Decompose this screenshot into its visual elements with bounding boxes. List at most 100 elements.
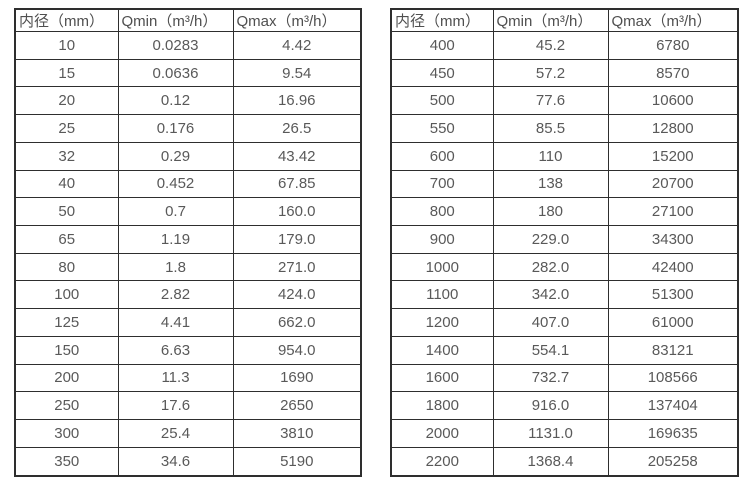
table-row: 250 17.6 2650 (14, 391, 362, 421)
table-cell: 350 (14, 446, 119, 477)
table-cell: 61000 (607, 308, 739, 337)
table-cell: 27100 (607, 197, 739, 227)
table-row: 40 0.452 67.85 (14, 169, 362, 199)
table-cell: 700 (390, 169, 494, 199)
table-cell: 67.85 (232, 169, 362, 199)
header-row: 内径（mm） Qmin（m³/h） Qmax（m³/h） (14, 8, 362, 32)
column-header: Qmax（m³/h） (232, 8, 362, 32)
table-cell: 550 (390, 114, 494, 143)
table-row: 400 45.2 6780 (390, 31, 739, 60)
table-row: 1200 407.0 61000 (390, 308, 739, 337)
table-cell: 125 (14, 308, 119, 337)
table-row: 500 77.6 10600 (390, 86, 739, 116)
table-row: 900 229.0 34300 (390, 225, 739, 254)
table-cell: 138 (492, 169, 609, 199)
table-cell: 25.4 (117, 419, 234, 448)
table-cell: 169635 (607, 419, 739, 448)
table-cell: 1200 (390, 308, 494, 337)
table-cell: 954.0 (232, 335, 362, 365)
table-cell: 916.0 (492, 391, 609, 421)
table-cell: 83121 (607, 335, 739, 365)
table-row: 700 138 20700 (390, 169, 739, 199)
table-cell: 6780 (607, 31, 739, 60)
table-cell: 57.2 (492, 58, 609, 88)
table-cell: 3810 (232, 419, 362, 448)
table-cell: 51300 (607, 280, 739, 310)
table-cell: 25 (14, 114, 119, 143)
table-cell: 8570 (607, 58, 739, 88)
table-cell: 6.63 (117, 335, 234, 365)
table-row: 300 25.4 3810 (14, 419, 362, 448)
table-row: 1000 282.0 42400 (390, 252, 739, 282)
flow-rate-table-large-diameters: 内径（mm） Qmin（m³/h） Qmax（m³/h） 400 45.2 6780 450… (390, 8, 739, 477)
table-row: 2200 1368.4 205258 (390, 446, 739, 477)
column-header: Qmin（m³/h） (117, 8, 234, 32)
table-row: 65 1.19 179.0 (14, 225, 362, 254)
table-cell: 10 (14, 31, 119, 60)
table-cell: 205258 (607, 446, 739, 477)
table-row: 1400 554.1 83121 (390, 335, 739, 365)
table-cell: 342.0 (492, 280, 609, 310)
table-cell: 732.7 (492, 363, 609, 393)
table-cell: 0.452 (117, 169, 234, 199)
table-row: 10 0.0283 4.42 (14, 31, 362, 60)
table-cell: 1800 (390, 391, 494, 421)
table-cell: 450 (390, 58, 494, 88)
table-cell: 1.19 (117, 225, 234, 254)
table-cell: 0.0283 (117, 31, 234, 60)
table-cell: 1.8 (117, 252, 234, 282)
table-row: 25 0.176 26.5 (14, 114, 362, 143)
table-cell: 40 (14, 169, 119, 199)
table-cell: 900 (390, 225, 494, 254)
table-cell: 45.2 (492, 31, 609, 60)
table-cell: 2.82 (117, 280, 234, 310)
table-cell: 85.5 (492, 114, 609, 143)
table-cell: 137404 (607, 391, 739, 421)
table-row: 800 180 27100 (390, 197, 739, 227)
table-cell: 0.7 (117, 197, 234, 227)
table-cell: 9.54 (232, 58, 362, 88)
table-row: 600 110 15200 (390, 141, 739, 171)
table-row: 125 4.41 662.0 (14, 308, 362, 337)
table-row: 150 6.63 954.0 (14, 335, 362, 365)
table-cell: 65 (14, 225, 119, 254)
column-header: 内径（mm） (14, 8, 119, 32)
flow-rate-table-small-diameters: 内径（mm） Qmin（m³/h） Qmax（m³/h） 10 0.0283 4.42 15… (14, 8, 362, 477)
table-row: 550 85.5 12800 (390, 114, 739, 143)
table-cell: 150 (14, 335, 119, 365)
table-cell: 20 (14, 86, 119, 116)
table-cell: 2650 (232, 391, 362, 421)
table-cell: 26.5 (232, 114, 362, 143)
table-row: 100 2.82 424.0 (14, 280, 362, 310)
table-cell: 12800 (607, 114, 739, 143)
table-cell: 80 (14, 252, 119, 282)
table-cell: 662.0 (232, 308, 362, 337)
table-cell: 800 (390, 197, 494, 227)
table-row: 350 34.6 5190 (14, 446, 362, 477)
table-cell: 0.29 (117, 141, 234, 171)
table-row: 1100 342.0 51300 (390, 280, 739, 310)
table-row: 1600 732.7 108566 (390, 363, 739, 393)
table-cell: 200 (14, 363, 119, 393)
table-cell: 16.96 (232, 86, 362, 116)
table-cell: 179.0 (232, 225, 362, 254)
table-cell: 11.3 (117, 363, 234, 393)
table-cell: 17.6 (117, 391, 234, 421)
table-row: 450 57.2 8570 (390, 58, 739, 88)
table-cell: 554.1 (492, 335, 609, 365)
table-cell: 0.0636 (117, 58, 234, 88)
table-cell: 424.0 (232, 280, 362, 310)
table-cell: 400 (390, 31, 494, 60)
table-cell: 407.0 (492, 308, 609, 337)
table-cell: 42400 (607, 252, 739, 282)
table-row: 80 1.8 271.0 (14, 252, 362, 282)
column-header: 内径（mm） (390, 8, 494, 32)
table-cell: 2000 (390, 419, 494, 448)
table-row: 32 0.29 43.42 (14, 141, 362, 171)
table-cell: 0.12 (117, 86, 234, 116)
table-cell: 500 (390, 86, 494, 116)
table-cell: 300 (14, 419, 119, 448)
table-cell: 1000 (390, 252, 494, 282)
table-cell: 0.176 (117, 114, 234, 143)
